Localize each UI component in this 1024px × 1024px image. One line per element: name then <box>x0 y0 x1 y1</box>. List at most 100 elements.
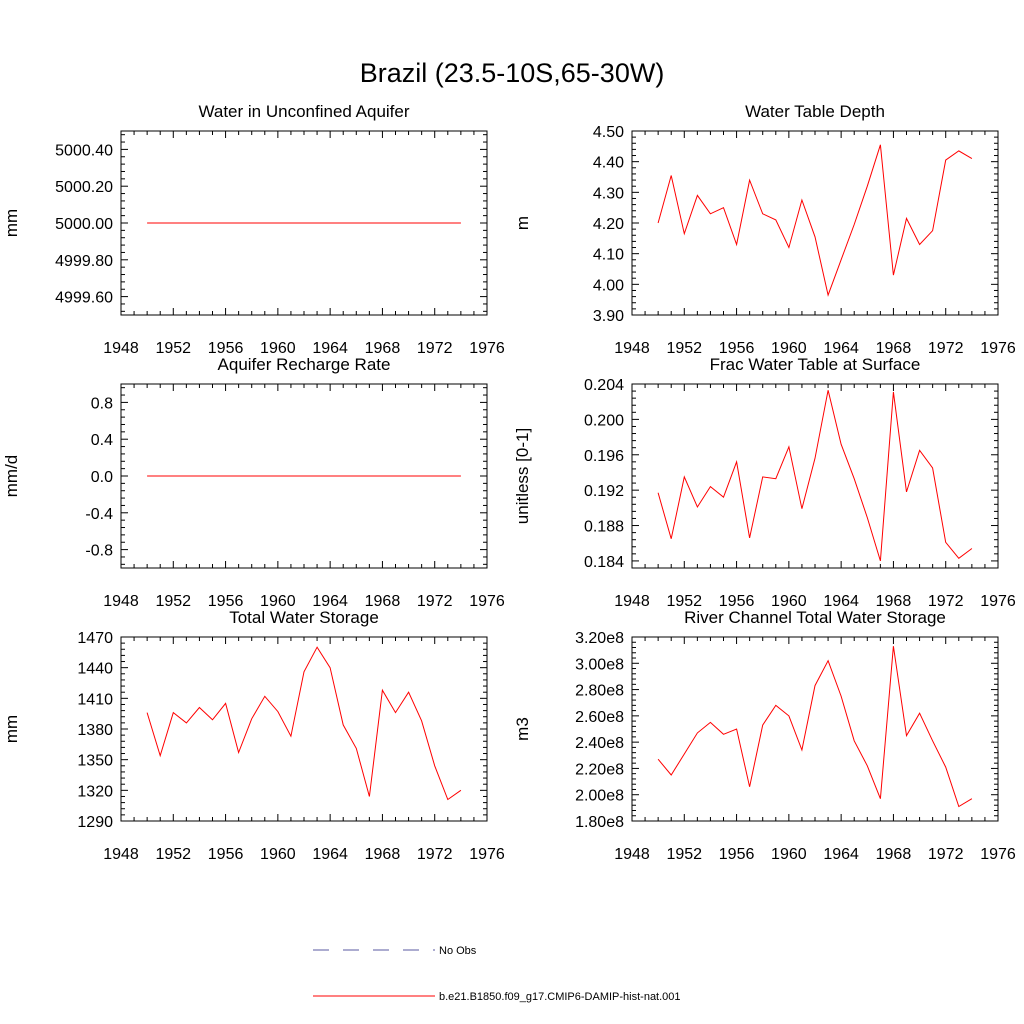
x-tick-label: 1976 <box>469 593 505 610</box>
x-tick-label: 1964 <box>312 846 348 863</box>
plot-frame <box>631 130 999 316</box>
y-tick-label: 5000.00 <box>55 216 113 233</box>
x-tick-label: 1964 <box>823 593 859 610</box>
panel-title: Water in Unconfined Aquifer <box>198 102 409 121</box>
y-axis-label: m3 <box>513 717 532 741</box>
chart-panel: Water Table Depth m 1948 1952 1956 1960 1964 19… <box>513 102 1016 357</box>
x-tick-label: 1952 <box>666 593 702 610</box>
x-tick-label: 1956 <box>719 593 755 610</box>
y-tick-label: 4.40 <box>593 155 624 172</box>
x-tick-label: 1972 <box>417 340 453 357</box>
y-axis-label: mm <box>2 209 21 237</box>
y-tick-label: 4.20 <box>593 216 624 233</box>
x-tick-label: 1972 <box>928 340 964 357</box>
y-tick-label: 4.30 <box>593 185 624 202</box>
series-line <box>146 646 462 801</box>
y-tick-label: 1410 <box>77 691 113 708</box>
x-tick-label: 1948 <box>614 593 650 610</box>
x-tick-label: 1968 <box>365 846 401 863</box>
y-tick-label: 4.00 <box>593 277 624 294</box>
y-tick-label: -0.8 <box>85 543 113 560</box>
y-tick-label: 1470 <box>77 630 113 647</box>
y-tick-label: -0.4 <box>85 506 113 523</box>
panel-title: Aquifer Recharge Rate <box>218 355 391 374</box>
x-tick-label: 1952 <box>155 593 191 610</box>
series-line <box>657 390 973 562</box>
y-tick-label: 5000.20 <box>55 179 113 196</box>
x-tick-label: 1952 <box>666 846 702 863</box>
y-tick-label: 1320 <box>77 783 113 800</box>
chart-panel: Frac Water Table at Surface unitless [0-1… <box>513 355 1016 610</box>
plot-frame <box>631 383 999 569</box>
y-tick-label: 4.10 <box>593 247 624 264</box>
y-tick-label: 0.0 <box>91 469 113 486</box>
y-tick-label: 5000.40 <box>55 142 113 159</box>
y-axis-label: m <box>513 216 532 230</box>
x-tick-label: 1948 <box>103 846 139 863</box>
y-tick-label: 1380 <box>77 722 113 739</box>
panel-title: Frac Water Table at Surface <box>710 355 921 374</box>
x-tick-label: 1976 <box>469 846 505 863</box>
x-tick-label: 1968 <box>876 846 912 863</box>
y-tick-label: 1.80e8 <box>575 814 624 831</box>
legend-label-no-obs: No Obs <box>439 945 477 957</box>
x-tick-label: 1976 <box>469 340 505 357</box>
y-tick-label: 0.188 <box>584 519 624 536</box>
x-tick-label: 1956 <box>719 846 755 863</box>
panel-title: River Channel Total Water Storage <box>684 608 946 627</box>
y-tick-label: 3.20e8 <box>575 630 624 647</box>
panels: Water in Unconfined Aquifer mm 1948 1952 195… <box>2 102 1016 863</box>
y-tick-label: 1350 <box>77 753 113 770</box>
legend: No Obs b.e21.B1850.f09_g17.CMIP6-DAMIP-h… <box>313 945 681 1003</box>
x-tick-label: 1976 <box>980 846 1016 863</box>
x-tick-label: 1948 <box>103 593 139 610</box>
chart-panel: Water in Unconfined Aquifer mm 1948 1952 195… <box>2 102 505 357</box>
y-tick-label: 0.196 <box>584 448 624 465</box>
chart-panel: Total Water Storage mm 1948 1952 1956 1960 196… <box>2 608 505 863</box>
y-tick-label: 2.60e8 <box>575 709 624 726</box>
y-tick-label: 0.184 <box>584 554 624 571</box>
x-tick-label: 1956 <box>208 846 244 863</box>
y-tick-label: 4999.60 <box>55 290 113 307</box>
x-tick-label: 1960 <box>260 593 296 610</box>
y-tick-label: 1290 <box>77 814 113 831</box>
y-tick-label: 0.8 <box>91 395 113 412</box>
x-tick-label: 1952 <box>155 340 191 357</box>
y-tick-label: 3.00e8 <box>575 656 624 673</box>
x-tick-label: 1968 <box>365 593 401 610</box>
x-tick-label: 1964 <box>823 340 859 357</box>
x-tick-label: 1948 <box>614 340 650 357</box>
x-tick-label: 1976 <box>980 593 1016 610</box>
x-tick-label: 1968 <box>876 593 912 610</box>
x-tick-label: 1960 <box>771 846 807 863</box>
x-tick-label: 1948 <box>103 340 139 357</box>
x-tick-label: 1956 <box>719 340 755 357</box>
y-tick-label: 3.90 <box>593 308 624 325</box>
x-tick-label: 1972 <box>928 846 964 863</box>
y-tick-label: 0.192 <box>584 483 624 500</box>
chart-panel: Aquifer Recharge Rate mm/d 1948 1952 1956 196… <box>2 355 505 610</box>
x-tick-label: 1976 <box>980 340 1016 357</box>
legend-label-model: b.e21.B1850.f09_g17.CMIP6-DAMIP-hist-nat… <box>439 991 681 1003</box>
x-tick-label: 1968 <box>365 340 401 357</box>
series-line <box>657 144 973 297</box>
y-tick-label: 2.80e8 <box>575 683 624 700</box>
x-tick-label: 1964 <box>312 593 348 610</box>
x-tick-label: 1968 <box>876 340 912 357</box>
y-axis-label: mm/d <box>2 455 21 498</box>
chart-panel: River Channel Total Water Storage m3 1948 1… <box>513 608 1016 863</box>
x-tick-label: 1964 <box>823 846 859 863</box>
x-tick-label: 1960 <box>260 340 296 357</box>
plot-frame <box>120 636 488 822</box>
x-tick-label: 1960 <box>771 593 807 610</box>
y-tick-label: 0.200 <box>584 412 624 429</box>
x-tick-label: 1964 <box>312 340 348 357</box>
figure-title: Brazil (23.5-10S,65-30W) <box>360 58 665 88</box>
x-tick-label: 1948 <box>614 846 650 863</box>
x-tick-label: 1960 <box>260 846 296 863</box>
x-tick-label: 1956 <box>208 593 244 610</box>
y-tick-label: 2.00e8 <box>575 788 624 805</box>
y-axis-label: mm <box>2 715 21 743</box>
x-tick-label: 1972 <box>417 593 453 610</box>
